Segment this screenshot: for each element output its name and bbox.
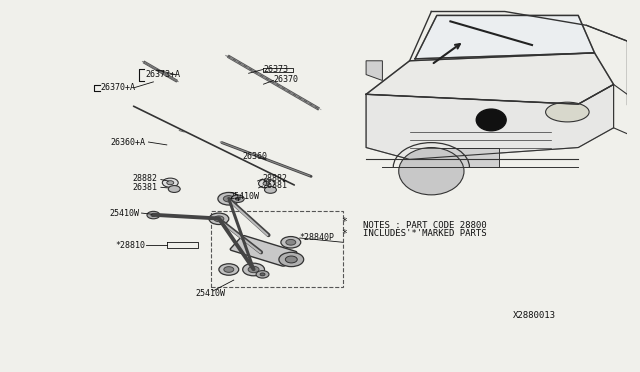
Text: 25410W: 25410W (110, 209, 140, 218)
Circle shape (236, 197, 240, 200)
Text: NOTES : PART CODE 28800: NOTES : PART CODE 28800 (363, 221, 486, 230)
Circle shape (264, 186, 276, 193)
Polygon shape (366, 84, 614, 159)
Circle shape (231, 195, 244, 202)
Circle shape (399, 148, 464, 195)
Circle shape (263, 182, 270, 186)
Text: 26381: 26381 (132, 183, 157, 192)
Circle shape (286, 240, 296, 245)
Circle shape (147, 211, 160, 219)
Ellipse shape (545, 102, 589, 122)
Circle shape (163, 178, 178, 187)
Circle shape (259, 179, 275, 188)
Circle shape (219, 264, 239, 275)
Circle shape (476, 109, 506, 131)
Text: 28882: 28882 (262, 174, 287, 183)
Circle shape (243, 263, 264, 276)
Text: *28840P: *28840P (300, 232, 335, 242)
Circle shape (209, 213, 229, 225)
Text: X2880013: X2880013 (513, 311, 556, 320)
Circle shape (285, 256, 297, 263)
Circle shape (168, 186, 180, 192)
Text: *: * (341, 217, 348, 227)
Polygon shape (366, 53, 614, 104)
Text: INCLUDES'*'MARKED PARTS: INCLUDES'*'MARKED PARTS (363, 229, 486, 238)
Text: 26360: 26360 (243, 153, 268, 161)
Circle shape (281, 237, 301, 248)
Circle shape (151, 214, 156, 217)
Circle shape (167, 181, 173, 185)
Circle shape (260, 273, 265, 276)
Text: 26381: 26381 (262, 181, 287, 190)
Circle shape (256, 271, 269, 278)
Text: 26370: 26370 (273, 75, 298, 84)
Text: 26373+A: 26373+A (145, 70, 180, 79)
Circle shape (248, 266, 259, 273)
Polygon shape (415, 15, 595, 59)
Text: 28882: 28882 (132, 174, 157, 183)
Text: 25410W: 25410W (230, 192, 260, 201)
Polygon shape (366, 61, 383, 80)
Text: 25410W: 25410W (195, 289, 225, 298)
FancyBboxPatch shape (230, 235, 297, 266)
Circle shape (218, 192, 240, 205)
Text: 26360+A: 26360+A (111, 138, 146, 147)
Circle shape (214, 216, 224, 222)
Text: *28810: *28810 (116, 241, 146, 250)
Bar (211, 211, 343, 287)
Circle shape (223, 196, 234, 202)
Text: 26373: 26373 (264, 65, 289, 74)
Circle shape (279, 252, 304, 267)
Text: 26370+A: 26370+A (101, 83, 136, 92)
Bar (431, 148, 499, 167)
Text: *: * (341, 228, 348, 238)
Circle shape (224, 267, 234, 272)
